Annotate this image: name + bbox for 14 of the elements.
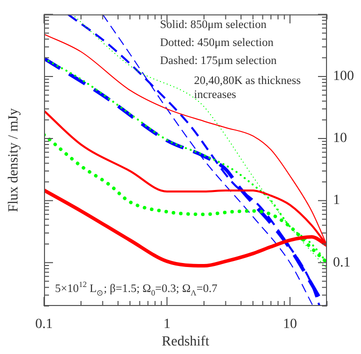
y-tick-label: 100 xyxy=(333,69,354,84)
text: 5×10$^{12}$ L$_{⊙}$; β=1.5; Ω$_{0}$=0.3; Ω$_{Λ}$=0.7 xyxy=(55,280,218,298)
x-tick-label: 10 xyxy=(282,317,297,332)
x-tick-label: 1 xyxy=(163,317,170,332)
x-axis-title: Redshift xyxy=(162,334,210,350)
annotation: Dashed: 175μm selection xyxy=(160,54,277,68)
x-tick-label: 0.1 xyxy=(35,317,53,332)
annotation: Solid: 850μm selection xyxy=(160,18,266,32)
y-tick-label: 1 xyxy=(333,193,340,208)
y-tick-label: 10 xyxy=(333,131,347,146)
y-tick-label: 0.1 xyxy=(333,255,350,270)
annotation: 20,40,80K as thickness increases xyxy=(194,74,302,102)
annotation: Dotted: 450μm selection xyxy=(160,36,274,50)
y-axis-title: Flux density / mJy xyxy=(6,108,22,212)
